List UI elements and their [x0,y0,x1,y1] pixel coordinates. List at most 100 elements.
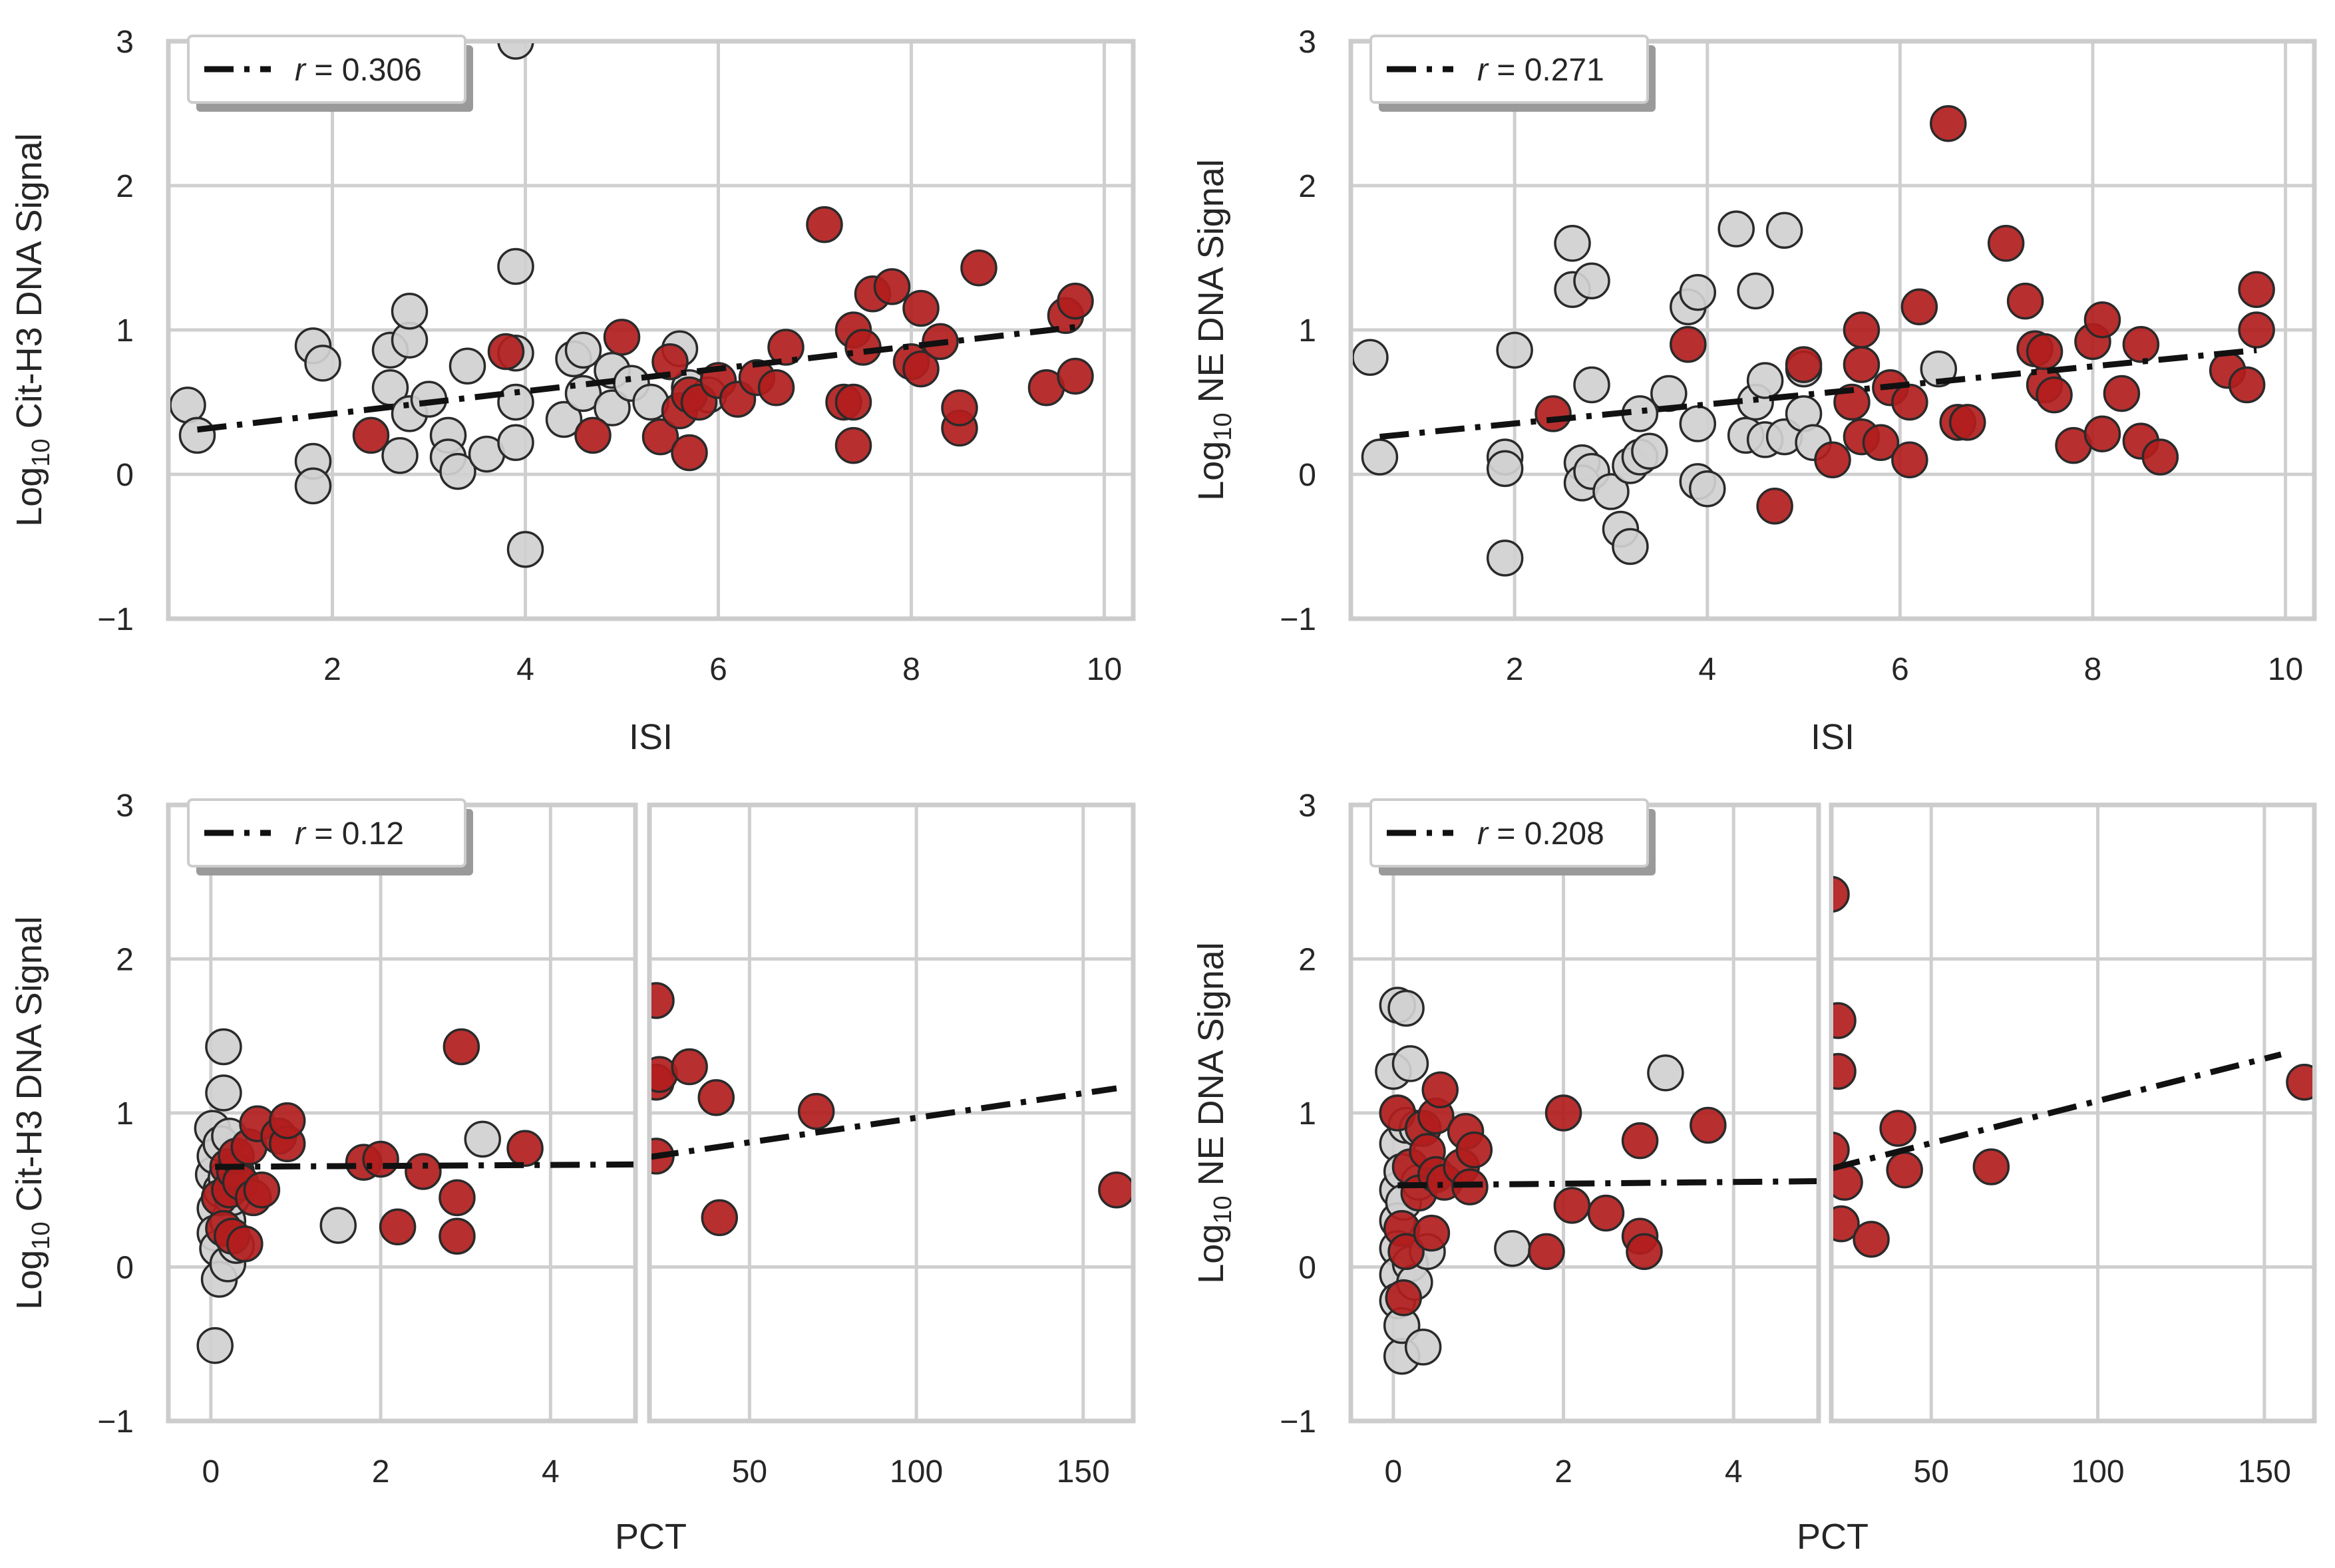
data-point-high [834,383,872,421]
data-point-low [319,1207,357,1244]
data-point-low [594,389,631,426]
data-point-low [391,293,429,330]
x-axis-label: ISI [629,717,673,757]
data-point-low [381,437,419,474]
data-point-low [1612,528,1649,565]
ylabel-suffix: NE DNA Signal [1191,942,1231,1195]
data-point-high [767,329,805,366]
data-point-low [304,345,341,382]
data-point-high [1413,1214,1451,1252]
regression-line [1833,1051,2282,1172]
data-point-high [701,1199,739,1237]
data-point-low [1647,1054,1684,1092]
data-point-high [806,206,843,243]
legend: r = 0.208 [1369,798,1656,875]
data-point-high [506,1130,544,1167]
data-point-low [205,1074,242,1112]
x-tick-label: 2 [1506,652,1524,687]
data-point-high [1553,1187,1591,1224]
data-point-high [1853,1221,1890,1258]
data-point-high [671,434,708,472]
data-point-high [1886,1151,1923,1189]
data-point-high [1534,395,1572,432]
legend-label: r = 0.12 [295,816,404,852]
ylabel-prefix: Log [1191,1224,1231,1284]
data-point-low [1746,362,1784,399]
legend-r-symbol: r [1477,816,1489,852]
legend: r = 0.12 [187,798,473,875]
ylabel-prefix: Log [9,1250,49,1310]
axes-frame [1348,39,2317,621]
subplot-1: 50 100 150 [647,802,1136,1490]
data-point-high [651,982,675,1019]
data-point-high [902,350,940,388]
y-tick-label: 1 [116,1096,134,1132]
data-point-high [1843,346,1881,383]
y-tick-label: 0 [116,458,134,493]
x-tick-label: 4 [542,1454,560,1490]
data-point-low [1717,210,1755,247]
data-point-high [2238,271,2275,308]
legend-label: r = 0.271 [1477,53,1604,88]
data-point-high [1670,325,1707,363]
data-point-high [1948,404,1986,441]
data-point-high [2036,376,2073,414]
x-tick-label: 6 [1891,652,1909,687]
data-point-high [1756,487,1793,525]
y-tick-label: 2 [1298,943,1316,978]
data-point-high [1833,1052,1857,1090]
data-point-high [2083,301,2121,339]
legend: r = 0.271 [1369,35,1656,112]
data-point-high [941,389,978,426]
y-tick-label: 0 [1298,458,1316,493]
y-axis-label: Log10 NE DNA Signal [1191,942,1237,1284]
y-tick-label: −1 [97,1404,134,1440]
data-point-high [1862,424,1900,462]
data-point-high [1544,1094,1582,1132]
data-point-high [1057,282,1094,320]
data-point-high [1843,311,1881,349]
data-point-low [1573,262,1610,299]
legend-value: = 0.12 [305,816,404,852]
x-tick-label: 2 [323,652,341,687]
x-axis-label: PCT [615,1517,687,1557]
data-point-low [449,347,486,385]
data-point-low [294,467,332,505]
data-point-high [1455,1131,1493,1169]
x-axis-label: ISI [1811,717,1855,757]
data-point-high [1098,1172,1131,1209]
y-tick-label: 3 [116,25,134,60]
data-point-high [1891,441,1928,479]
data-point-low [1353,339,1389,376]
x-tick-label: 6 [709,652,727,687]
data-point-low [1361,438,1399,476]
legend-r-symbol: r [295,816,307,852]
y-tick-label: 2 [116,943,134,978]
y-tick-label: 1 [1298,313,1316,349]
data-point-low [439,452,476,490]
ylabel-suffix: Cit-H3 DNA Signal [9,133,49,438]
data-point-high [1833,1002,1857,1039]
data-point-low [1486,450,1524,488]
y-tick-label: 2 [1298,169,1316,204]
legend-label: r = 0.208 [1477,816,1604,852]
data-point-high [1587,1194,1625,1232]
data-point-low [1496,331,1533,369]
x-axis-label: PCT [1797,1517,1869,1557]
regression-line [215,1161,633,1170]
subplot-0: 2 4 6 8 10 [166,39,1136,687]
data-point-low [178,416,216,454]
data-point-high [1057,357,1094,395]
data-point-high [439,1179,476,1217]
legend-box [187,35,466,104]
data-point-low [545,400,583,438]
legend-r-symbol: r [295,53,307,88]
data-point-high [443,1028,480,1066]
data-point-low [1391,1045,1429,1082]
x-tick-label: 8 [2084,652,2102,687]
data-point-high [671,1048,708,1086]
data-point-high [2103,375,2141,412]
subplot-0: 2 4 6 8 10 [1348,39,2317,687]
data-point-low [1737,272,1774,310]
